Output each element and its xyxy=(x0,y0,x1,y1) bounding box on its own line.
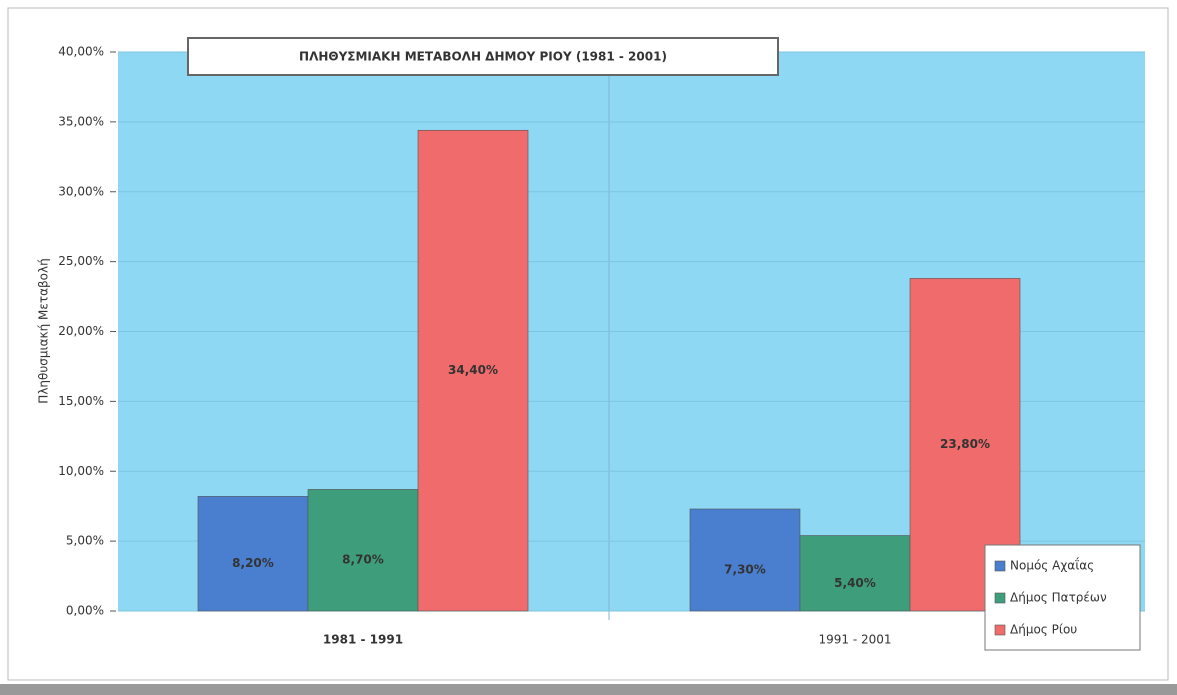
bar xyxy=(689,508,801,612)
y-tick-label: 15,00% xyxy=(58,394,104,408)
bar xyxy=(417,129,529,612)
bottom-strip xyxy=(0,684,1177,695)
title-box xyxy=(187,37,779,76)
legend-label: Νομός Αχαΐας xyxy=(1010,558,1094,573)
value-label: 34,40% xyxy=(448,363,498,377)
value-label: 7,30% xyxy=(724,562,766,576)
y-tick-label: 25,00% xyxy=(58,254,104,268)
y-tick-label: 30,00% xyxy=(58,184,104,198)
y-tick-label: 5,00% xyxy=(66,534,104,548)
y-tick-label: 0,00% xyxy=(66,604,104,618)
legend-swatch xyxy=(994,560,1006,572)
legend-box xyxy=(984,544,1141,651)
value-label: 5,40% xyxy=(834,576,876,590)
x-tick-label: 1981 - 1991 xyxy=(323,633,403,647)
legend-swatch xyxy=(994,624,1006,636)
legend-label: Δήμος Ρίου xyxy=(1010,623,1077,637)
value-label: 8,70% xyxy=(342,553,384,567)
x-tick-label: 1991 - 2001 xyxy=(818,633,891,647)
y-axis-label: Πληθυσμιακή Μεταβολή xyxy=(37,258,51,403)
chart-title: ΠΛΗΘΥΣΜΙΑΚΗ ΜΕΤΑΒΟΛΗ ΔΗΜΟΥ ΡΙΟΥ (1981 - … xyxy=(299,50,667,64)
bar xyxy=(307,489,419,612)
y-tick-label: 40,00% xyxy=(58,45,104,59)
legend-label: Δήμος Πατρέων xyxy=(1010,591,1107,605)
legend-swatch xyxy=(994,592,1006,604)
y-tick-label: 20,00% xyxy=(58,324,104,338)
value-label: 23,80% xyxy=(940,437,990,451)
y-tick-label: 10,00% xyxy=(58,464,104,478)
y-tick-label: 35,00% xyxy=(58,114,104,128)
bar xyxy=(197,496,309,612)
bar xyxy=(799,535,911,612)
value-label: 8,20% xyxy=(232,556,274,570)
